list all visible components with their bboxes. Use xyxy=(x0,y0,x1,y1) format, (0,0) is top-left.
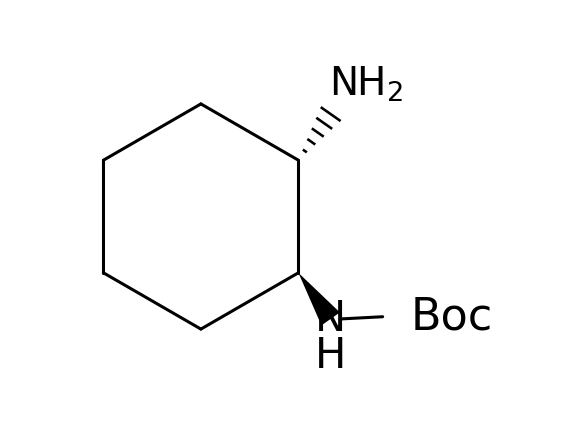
Text: H: H xyxy=(315,335,346,377)
Text: Boc: Boc xyxy=(411,295,493,338)
Text: NH$_2$: NH$_2$ xyxy=(328,65,402,104)
Polygon shape xyxy=(298,273,340,325)
Text: N: N xyxy=(315,298,346,340)
